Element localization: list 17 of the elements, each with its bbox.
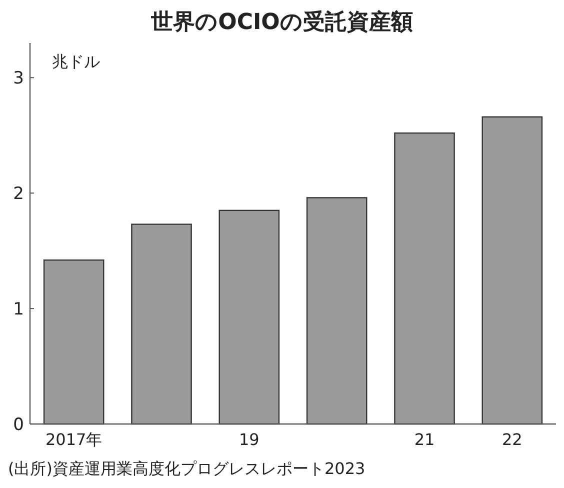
y-tick-label: 1 <box>13 300 24 320</box>
chart-title: 世界のOCIOの受託資産額 <box>150 9 413 35</box>
bar <box>218 210 280 425</box>
x-tick-label: 2017年 <box>45 430 102 449</box>
text: (出所)資産運用業高度化プログレスレポート2023 <box>8 459 366 478</box>
x-tick-label: 21 <box>414 430 435 449</box>
y-tick-label: 2 <box>13 184 24 204</box>
x-tick-label: 19 <box>238 430 260 449</box>
bar <box>482 116 543 425</box>
y-axis-title: 兆ドル <box>52 52 100 71</box>
bar <box>394 132 455 425</box>
y-tick-label: 3 <box>13 68 24 89</box>
bar <box>306 197 368 425</box>
y-tick-label: 0 <box>13 415 24 435</box>
bar <box>131 224 192 425</box>
bar <box>43 259 104 425</box>
x-tick-label: 22 <box>502 430 522 449</box>
